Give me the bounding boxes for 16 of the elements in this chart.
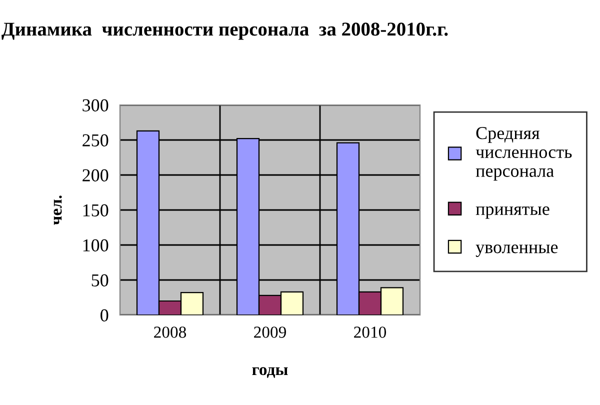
legend-label: принятые	[476, 206, 550, 219]
y-axis-title: чел.	[54, 196, 62, 225]
x-tick-label: 2010	[354, 326, 386, 338]
y-tick-label: 50	[92, 274, 108, 286]
y-tick-label: 300	[82, 99, 108, 112]
legend-label: Средняя численность персонала	[476, 127, 572, 181]
x-tick-label: 2009	[254, 326, 286, 338]
x-axis-title: годы	[252, 367, 288, 378]
x-tick-label: 2008	[154, 326, 186, 338]
legend-label: уволенные	[476, 244, 558, 257]
y-tick-label: 200	[82, 169, 108, 182]
y-tick-label: 250	[82, 134, 108, 146]
y-tick-label: 100	[83, 239, 108, 252]
y-tick-label: 0	[100, 309, 108, 322]
chart-title: Динамика численности персонала за 2008-2010г.г.	[2, 22, 448, 40]
y-tick-label: 150	[83, 204, 108, 216]
